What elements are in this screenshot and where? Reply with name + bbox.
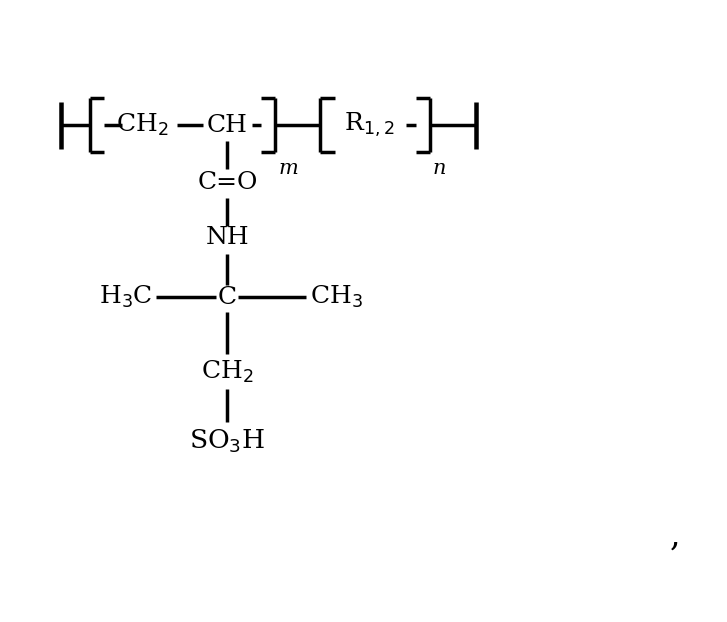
Text: n: n: [433, 159, 446, 178]
Text: SO$_3$H: SO$_3$H: [189, 427, 265, 455]
Text: CH$_3$: CH$_3$: [310, 284, 363, 310]
Text: CH$_2$: CH$_2$: [201, 359, 254, 385]
Text: CH: CH: [207, 114, 248, 137]
Text: C: C: [218, 286, 237, 309]
Text: R$_{1,2}$: R$_{1,2}$: [344, 111, 395, 139]
Text: m: m: [278, 159, 298, 178]
Text: C=O: C=O: [197, 170, 257, 193]
Text: H$_3$C: H$_3$C: [99, 284, 153, 310]
Text: NH: NH: [206, 226, 249, 249]
Text: ,: ,: [670, 521, 680, 553]
Text: CH$_2$: CH$_2$: [116, 112, 169, 138]
